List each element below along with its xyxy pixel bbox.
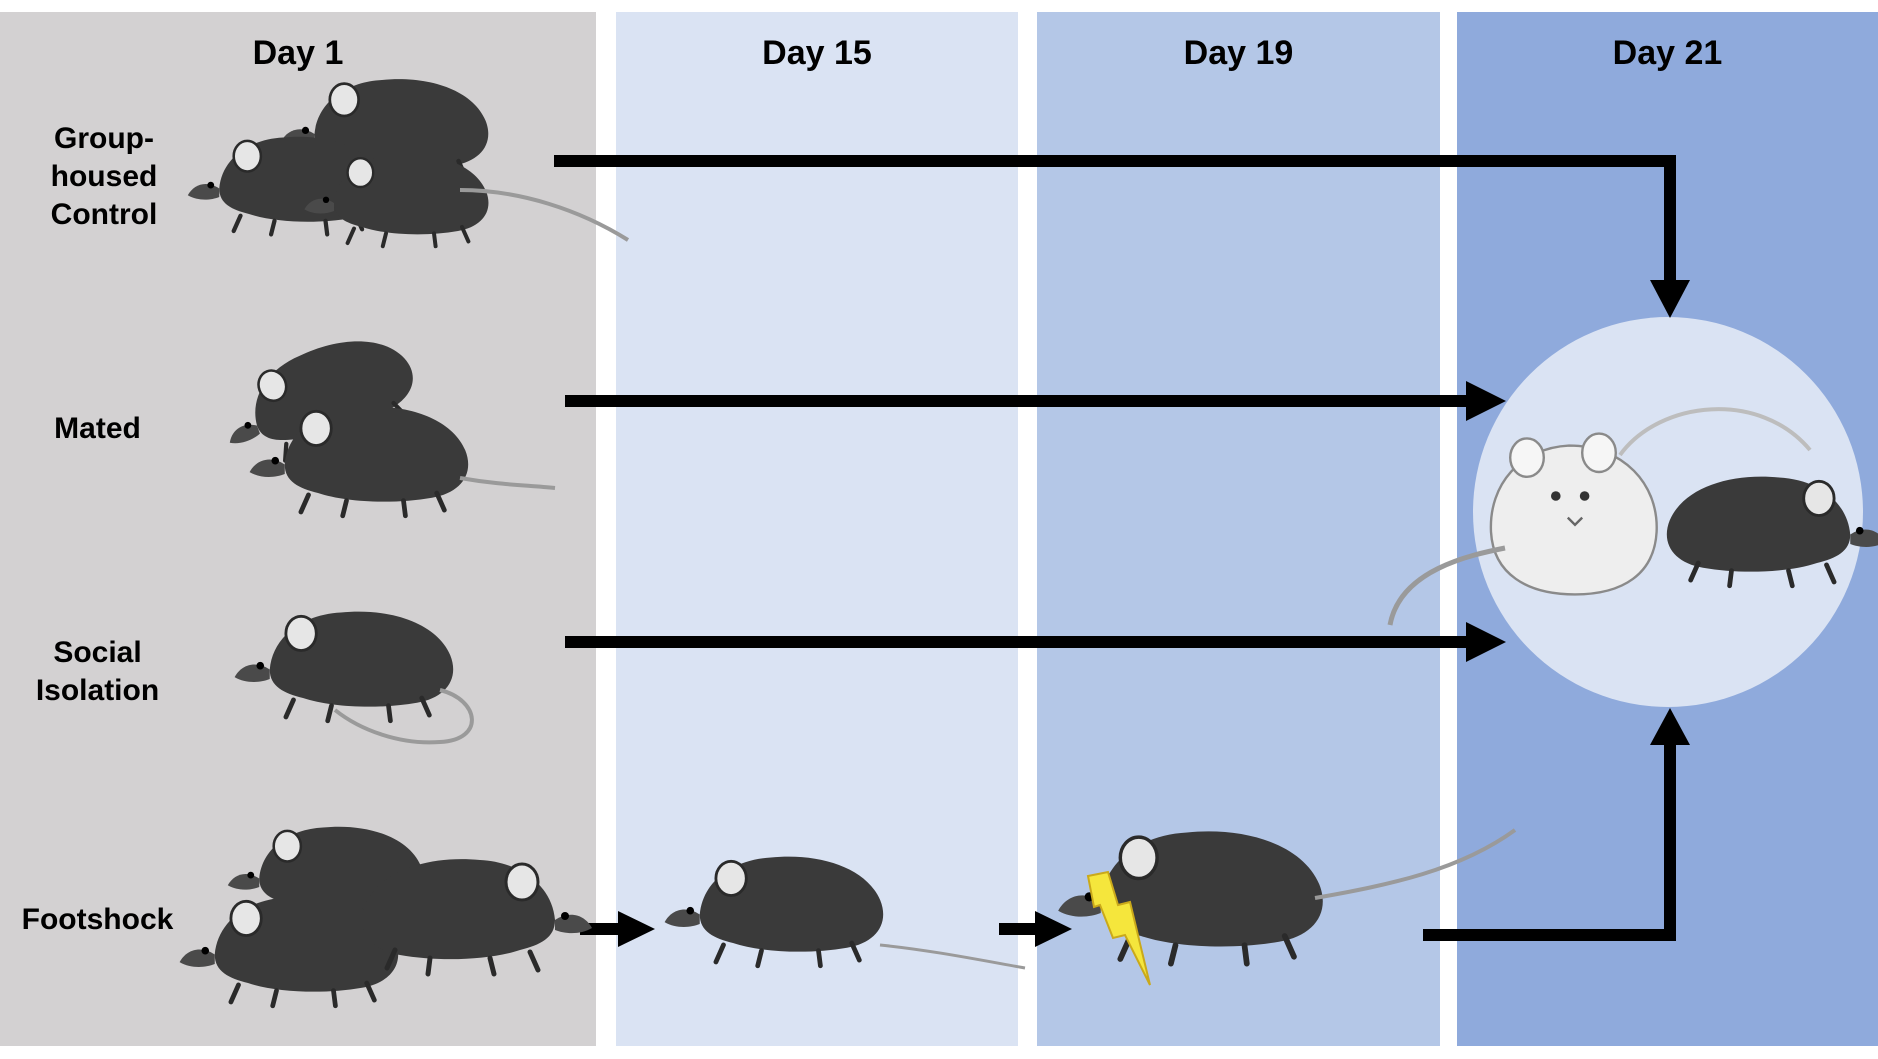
label-line: Footshock — [21, 903, 174, 936]
column-title-day-1: Day 1 — [252, 34, 344, 72]
mouse-social-isolation-illustration — [235, 612, 474, 745]
mice-mated-illustration — [210, 321, 556, 516]
lightning-bolt-icon — [1086, 870, 1151, 986]
label-line: Social — [53, 636, 142, 669]
social-interaction-test-circle — [1473, 317, 1863, 707]
arrow-footshock-day1-to-day15 — [580, 911, 655, 947]
label-line: Group- — [54, 122, 154, 155]
column-title-day-15: Day 15 — [762, 34, 872, 72]
mouse-footshock-day15-illustration — [665, 857, 1026, 970]
label-mated: Mated — [20, 410, 175, 448]
column-title-day-21: Day 21 — [1612, 34, 1723, 72]
label-line: housed — [50, 160, 158, 193]
label-group-housed-control: Group- housed Control — [20, 120, 188, 234]
mice-group-housed-illustration — [188, 79, 630, 246]
arrow-footshock-day15-to-day19 — [999, 911, 1072, 947]
mice-footshock-group-illustration — [180, 827, 592, 1006]
label-line: Isolation — [35, 674, 160, 707]
label-footshock: Footshock — [10, 901, 185, 939]
mice-social-interaction-illustration — [1387, 407, 1878, 626]
arrow-social-isolation — [565, 622, 1506, 662]
arrow-footshock-to-day21 — [1423, 708, 1690, 941]
label-line: Mated — [54, 412, 141, 445]
arrow-mated — [565, 381, 1506, 421]
mouse-footshock-day19-illustration — [1058, 828, 1517, 964]
label-social-isolation: Social Isolation — [20, 634, 175, 710]
column-title-day-19: Day 19 — [1183, 34, 1294, 72]
arrow-group-housed-control — [554, 155, 1690, 318]
label-line: Control — [50, 198, 158, 231]
